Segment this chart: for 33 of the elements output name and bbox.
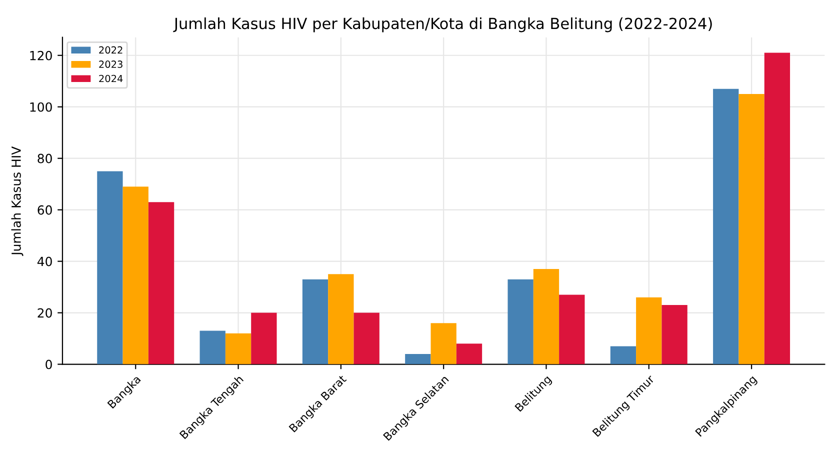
bar [405, 354, 431, 364]
bar [354, 312, 380, 364]
y-tick-label: 0 [46, 360, 52, 370]
bar [662, 305, 688, 364]
bar [508, 279, 534, 364]
bar [328, 274, 354, 364]
chart-title: Jumlah Kasus HIV per Kabupaten/Kota di Bangka Belitung (2022-2024) [173, 17, 712, 32]
bar [559, 294, 585, 364]
bar [713, 88, 739, 364]
bar [251, 312, 277, 364]
y-tick-label: 40 [37, 256, 52, 266]
bar [764, 52, 790, 364]
y-tick-label: 80 [38, 154, 52, 164]
bar [302, 279, 328, 364]
bar [456, 344, 482, 364]
y-tick-label: 20 [38, 308, 52, 318]
bar [122, 186, 148, 364]
bar [533, 269, 560, 364]
bar [636, 297, 662, 364]
legend-label: 2022 [99, 46, 122, 54]
legend-label: 2023 [99, 60, 122, 68]
bar [738, 94, 764, 364]
bar [610, 346, 636, 364]
bar [430, 323, 456, 364]
y-tick-label: 60 [38, 205, 52, 215]
bar [200, 330, 226, 364]
y-tick-label: 100 [30, 102, 52, 112]
y-tick-label: 120 [30, 50, 52, 60]
y-axis-title: Jumlah Kasus HIV [11, 146, 24, 256]
bar [225, 333, 252, 364]
bar [148, 202, 174, 364]
bar [97, 171, 123, 364]
legend-label: 2024 [99, 74, 123, 82]
